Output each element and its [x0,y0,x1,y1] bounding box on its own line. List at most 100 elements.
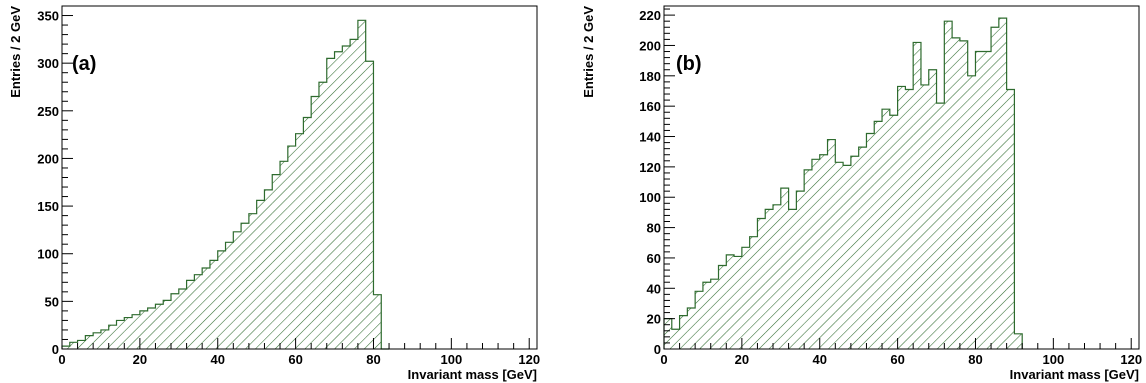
panel-label: (a) [72,53,96,75]
x-tick-label: 80 [366,352,380,367]
x-tick-label: 40 [813,352,827,367]
histogram-bin [342,46,351,350]
y-axis-title: Entries / 2 GeV [581,6,596,98]
x-tick-label: 20 [735,352,749,367]
histogram-bin [373,294,382,349]
histogram-bin [928,69,937,350]
histogram-bin [804,169,812,349]
histogram-bin [913,42,921,350]
y-tick-label: 200 [37,151,59,166]
histogram-bin [77,340,86,349]
histogram-bin [788,209,797,349]
histogram-bin [318,82,327,349]
histogram-bin [350,39,358,349]
histogram-bin [889,115,898,349]
histogram-bin [983,51,992,349]
histogram-bin [365,61,374,350]
y-tick-label: 140 [639,130,661,145]
histogram-bin [827,139,836,349]
x-tick-label: 120 [1120,352,1142,367]
histogram-panel-b: 0 20 40 60 80 100 120 0 20 40 60 80 100 120 140 160 180 2… [573,0,1146,383]
y-axis-title: Entries / 2 GeV [8,6,23,98]
histogram-outline [663,17,1023,349]
y-tick-label: 50 [45,294,59,309]
histogram-bin [334,51,343,349]
histogram-bin [959,40,968,350]
histogram-bin [952,37,960,350]
histogram-bin [741,247,750,349]
histogram-bin [882,109,890,349]
y-tick-label: 40 [647,281,661,296]
histogram-bin [357,20,366,350]
histogram-bin [687,308,696,349]
histogram-bin [225,242,234,349]
y-tick-label: 200 [639,38,661,53]
histogram-bin [757,218,766,349]
x-tick-label: 100 [1042,352,1064,367]
histogram-bin [967,75,976,350]
histogram-bin [194,274,203,349]
histogram-bin [124,317,133,349]
histogram-bin [858,147,867,349]
histogram-bin [695,291,703,349]
y-tick-label: 20 [647,312,661,327]
histogram-outline [61,19,390,350]
histogram-bin [920,84,929,350]
y-tick-label: 220 [639,8,661,23]
histogram-bin [93,332,101,349]
histogram-bin [819,154,828,349]
histogram-bin [178,288,187,349]
histogram-bin [303,117,312,349]
histogram-bin [256,200,265,349]
histogram-bin [718,265,727,349]
histogram-bin [975,51,984,349]
histogram-bin [734,256,742,349]
histogram-bin [62,346,70,349]
histogram-bin [780,188,789,349]
histogram-bin [295,133,304,349]
x-axis-title: Invariant mass [GeV] [408,367,537,382]
y-tick-label: 300 [37,56,59,71]
histogram-bin [710,279,719,349]
histogram-bars [664,18,1023,350]
histogram-bin [991,27,999,349]
histogram-bin [850,156,859,349]
histogram-bin [171,293,179,349]
histogram-bin [664,318,672,349]
histogram-bin [186,280,195,349]
x-tick-label: 20 [133,352,147,367]
y-tick-label: 160 [639,99,661,114]
histogram-bin [248,213,257,349]
x-tick-label: 80 [968,352,982,367]
y-tick-label: 100 [639,190,661,205]
histogram-bin [155,304,164,349]
histogram-bin [765,209,774,349]
histogram-bin [897,86,906,349]
y-tick-label: 0 [52,342,59,357]
histogram-bin [264,189,273,349]
histogram-bin [905,89,914,349]
histogram-bin [944,21,953,349]
histogram-bin [217,250,226,349]
x-tick-label: 120 [518,352,540,367]
histogram-bin [702,282,711,349]
histogram-bin [773,204,781,349]
y-tick-label: 350 [37,9,59,24]
histogram-bin [796,191,805,349]
histogram-bin [1014,333,1023,349]
histogram-bin [843,165,851,349]
y-tick-label: 60 [647,251,661,266]
y-tick-label: 150 [37,199,59,214]
histogram-bin [1006,89,1015,349]
y-tick-label: 80 [647,221,661,236]
histogram-b-svg: 0 20 40 60 80 100 120 0 20 40 60 80 100 120 140 160 180 2… [581,5,1142,382]
histogram-bin [998,18,1007,349]
histogram-bin [139,310,148,349]
histogram-bin [280,161,288,349]
y-tick-label: 0 [654,342,661,357]
histogram-bin [874,121,883,350]
x-tick-label: 0 [58,352,65,367]
histogram-bin [69,342,78,349]
histogram-bars [62,20,382,350]
y-tick-label: 180 [639,69,661,84]
